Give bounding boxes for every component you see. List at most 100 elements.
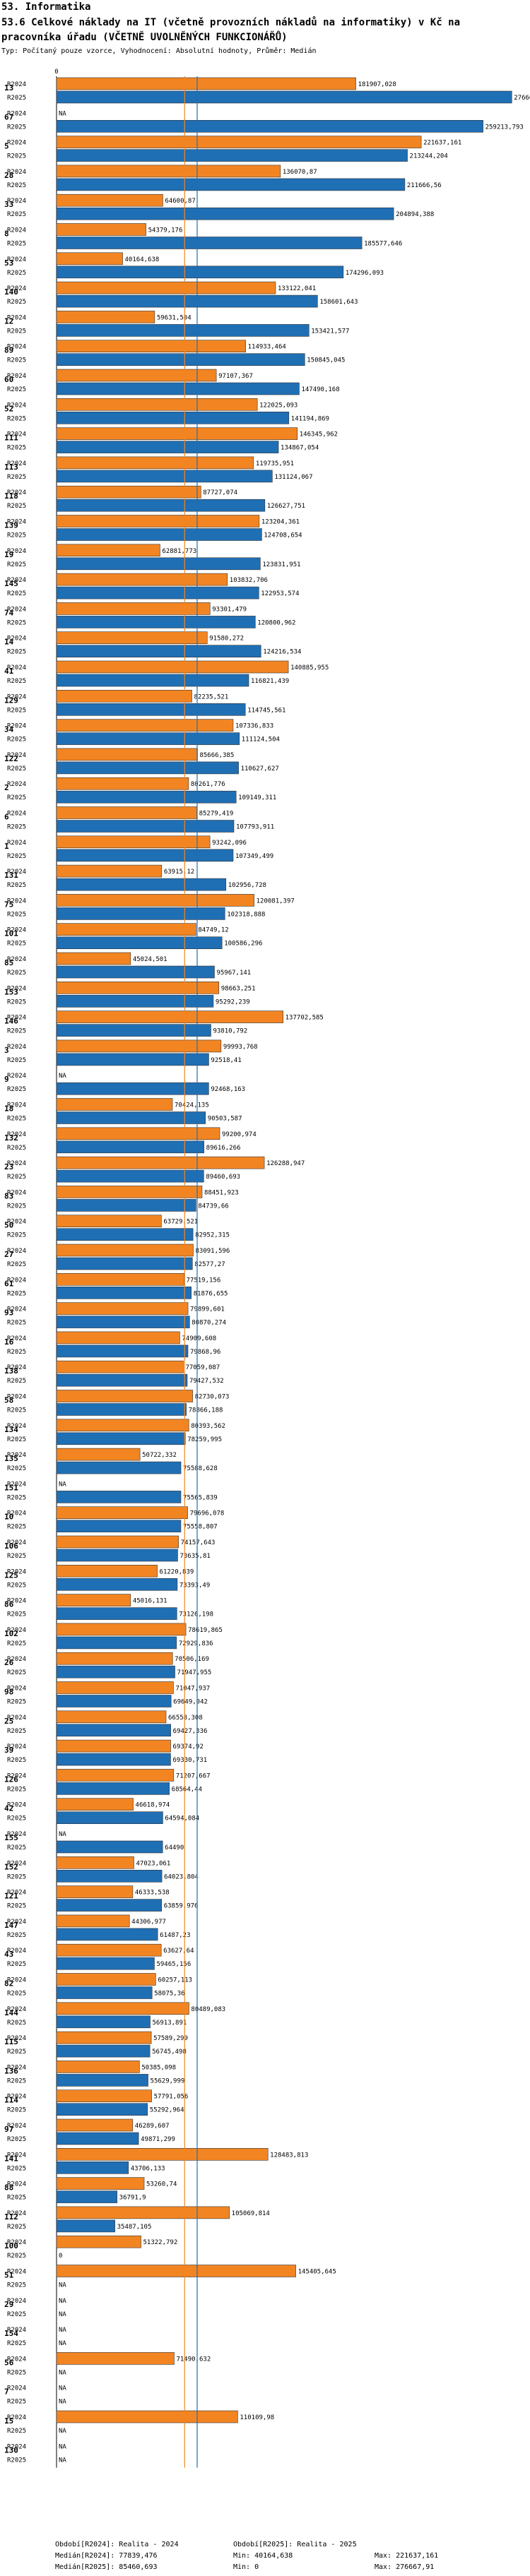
group-id-label: 147 [4, 1921, 18, 1930]
bar-r2024 [56, 748, 198, 761]
bar-value-label: 120800,962 [257, 619, 295, 626]
series-row-label: R2024 [7, 285, 26, 292]
bar-value-label: 88451,923 [204, 1189, 239, 1196]
bar-value-label: 133122,041 [278, 285, 316, 292]
bar-r2025 [56, 1228, 194, 1241]
group-id-label: 140 [4, 287, 18, 297]
bar-r2024 [56, 340, 246, 353]
series-row-label: R2024 [7, 1831, 26, 1838]
bar-value-label: 105069,814 [232, 2210, 270, 2217]
bar-value-label: 40164,638 [125, 256, 160, 263]
bar-r2025 [56, 149, 408, 162]
bar-r2024 [56, 689, 192, 703]
bar-value-label: 36791,9 [119, 2195, 146, 2202]
bar-value-label: 93242,096 [212, 840, 247, 847]
group-id-label: 102 [4, 1629, 18, 1638]
series-row-label: R2024 [7, 2123, 26, 2130]
bar-value-label: 141194,869 [291, 415, 329, 422]
group-id-label: 144 [4, 2008, 18, 2017]
series-row-label: R2024 [7, 344, 26, 351]
bar-r2024 [56, 1535, 179, 1549]
series-row-label: R2024 [7, 2239, 26, 2246]
series-row-label: R2025 [7, 707, 26, 714]
series-row-label: R2025 [7, 532, 26, 539]
bar-r2025 [56, 586, 259, 600]
series-row-label: R2025 [7, 1057, 26, 1064]
series-row-label: R2025 [7, 153, 26, 160]
bar-value-label: 221637,161 [423, 140, 461, 147]
group-id-label: 88 [4, 2183, 13, 2193]
series-row-label: R2024 [7, 314, 26, 321]
series-row-label: R2024 [7, 2035, 26, 2042]
group-id-label: 83 [4, 1191, 13, 1200]
bar-value-label: 79899,601 [190, 1306, 225, 1313]
bar-value-label: 46289,607 [135, 2123, 170, 2130]
group-id-label: 5 [4, 142, 9, 151]
series-row-label: R2025 [7, 853, 26, 860]
series-row-label: R2024 [7, 1686, 26, 1693]
bar-r2025 [56, 732, 240, 745]
series-row-label: R2025 [7, 415, 26, 422]
bar-r2024 [56, 2352, 175, 2365]
series-row-label: R2025 [7, 1524, 26, 1531]
bar-value-label: 109149,311 [238, 794, 276, 801]
series-row-label: R2025 [7, 2311, 26, 2318]
bar-value-label: 57791,056 [154, 2094, 189, 2101]
bar-r2025 [56, 965, 215, 979]
bar-value-label: 103832,706 [230, 577, 268, 584]
bar-r2024 [56, 1856, 134, 1869]
series-row-label: R2025 [7, 1611, 26, 1618]
series-row-label: R2025 [7, 2457, 26, 2464]
bar-r2025 [56, 1491, 182, 1503]
chart-title: 53.6 Celkové náklady na IT (včetně provo… [1, 17, 461, 43]
bar-r2025 [56, 674, 249, 687]
series-row-label: R2025 [7, 737, 26, 744]
bar-value-label: 63859,976 [164, 1903, 199, 1910]
series-row-label: R2024 [7, 811, 26, 818]
bar-value-label: 181907,028 [358, 81, 396, 88]
bar-r2024 [56, 369, 217, 382]
bar-value-label: 66558,308 [168, 1715, 203, 1722]
bar-r2024 [56, 835, 211, 849]
bar-r2025 [56, 1287, 192, 1299]
bar-r2024 [56, 398, 258, 411]
bar-r2025 [56, 1928, 158, 1941]
bar-value-label: 43706,133 [131, 2165, 165, 2172]
bar-r2025 [56, 1053, 209, 1066]
series-row-label: R2025 [7, 1844, 26, 1852]
series-row-label: R2024 [7, 1860, 26, 1867]
series-row-label: R2025 [7, 95, 26, 102]
bar-value-label: 122025,093 [259, 402, 298, 409]
series-row-label: R2024 [7, 256, 26, 263]
group-id-label: 85 [4, 958, 13, 967]
group-id-label: 155 [4, 1833, 18, 1842]
group-id-label: 151 [4, 1483, 18, 1492]
group-id-label: 141 [4, 2154, 18, 2163]
bar-r2024 [56, 2118, 134, 2132]
series-row-label: R2024 [7, 1948, 26, 1955]
na-label: NA [59, 2399, 66, 2406]
bar-value-label: 69374,92 [173, 1743, 204, 1751]
series-row-label: R2024 [7, 1364, 26, 1371]
bar-value-label: 124216,534 [263, 649, 301, 656]
series-row-label: R2025 [7, 445, 26, 452]
bar-r2025 [56, 995, 214, 1008]
group-id-label: 43 [4, 1950, 13, 1959]
group-id-label: 23 [4, 1162, 13, 1171]
series-row-label: R2024 [7, 898, 26, 905]
series-row-label: R2025 [7, 1757, 26, 1764]
bar-r2025 [56, 294, 318, 308]
series-row-label: R2025 [7, 124, 26, 131]
footer-max-2025: Max: 276667,91 [375, 2563, 435, 2571]
bar-r2025 [56, 237, 363, 249]
group-id-label: 129 [4, 696, 18, 705]
series-row-label: R2025 [7, 2049, 26, 2056]
bar-value-label: 102318,888 [227, 911, 265, 918]
bar-r2025 [56, 499, 266, 512]
bar-value-label: 58075,36 [154, 1991, 184, 1998]
bar-r2025 [56, 178, 406, 191]
series-row-label: R2025 [7, 1873, 26, 1880]
bar-value-label: 131124,067 [274, 474, 312, 481]
bar-value-label: 150845,045 [307, 357, 345, 364]
series-row-label: R2025 [7, 1349, 26, 1356]
